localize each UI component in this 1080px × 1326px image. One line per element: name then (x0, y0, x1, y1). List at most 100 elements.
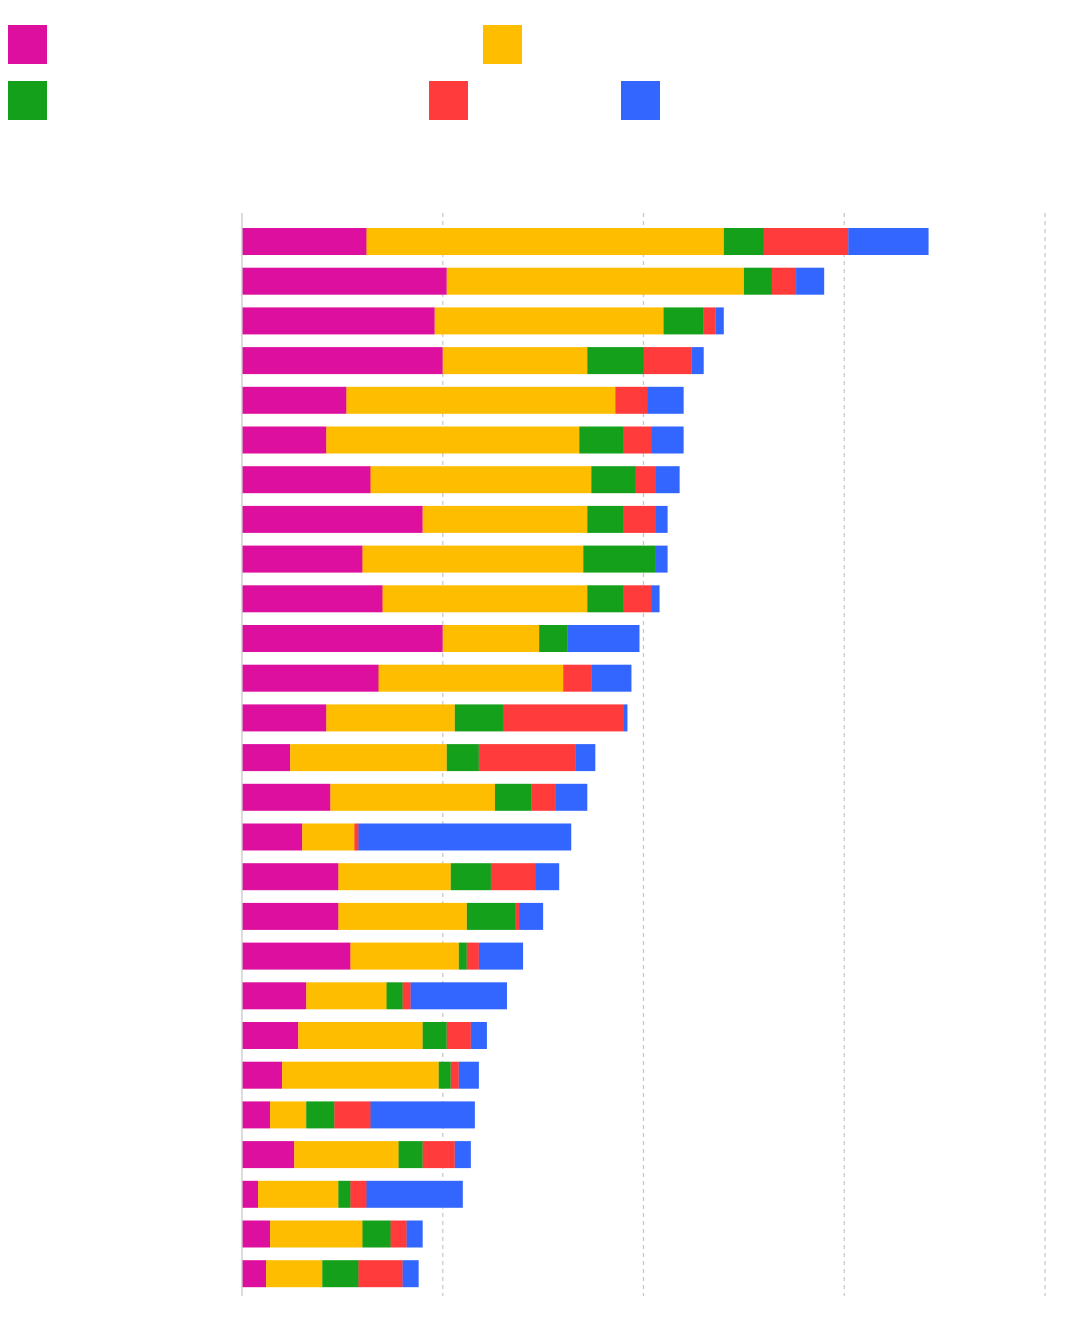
bar-row-24-series-3 (398, 1141, 423, 1169)
bar-row-26-series-3 (362, 1220, 391, 1248)
bar-row-11-series-2 (442, 625, 540, 652)
bar-row-23-series-2 (270, 1101, 307, 1129)
bar-row-6-series-4 (623, 426, 652, 454)
bar-row-19-series-1 (242, 942, 351, 970)
bar-row-19-series-5 (478, 942, 524, 970)
bar-row-10-series-5 (651, 585, 660, 613)
bar-row-16-series-4 (354, 823, 359, 851)
bar-row-20-series-4 (402, 982, 411, 1010)
bar-row-6-series-1 (242, 426, 327, 454)
bar-row-22-series-4 (450, 1061, 459, 1089)
bar-row-10-series-4 (623, 585, 652, 613)
bar-row-18-series-5 (519, 902, 544, 930)
bar-row-11-series-5 (567, 625, 640, 652)
bar-row-7-series-4 (635, 466, 656, 494)
bar-row-14-series-1 (242, 744, 291, 772)
bar-row-3-series-2 (434, 307, 664, 335)
bar-row-15-series-4 (531, 783, 556, 811)
bar-row-15-series-1 (242, 783, 331, 811)
bar-row-18-series-2 (338, 902, 467, 930)
bar-row-23-series-3 (306, 1101, 335, 1129)
bar-row-25-series-5 (366, 1180, 463, 1208)
bar-row-8-series-4 (623, 505, 656, 533)
bar-row-19-series-2 (350, 942, 459, 970)
bar-row-14-series-5 (575, 744, 596, 772)
bar-row-21-series-2 (298, 1022, 423, 1049)
bar-row-13-series-1 (242, 704, 327, 732)
bar-row-9-series-5 (655, 545, 668, 573)
bar-row-21-series-1 (242, 1022, 299, 1049)
bar-row-13-series-2 (326, 704, 455, 732)
bar-row-22-series-2 (282, 1061, 439, 1089)
bar-row-27-series-3 (322, 1260, 359, 1288)
bar-row-11-series-3 (539, 625, 568, 652)
bar-row-3-series-3 (663, 307, 704, 335)
bar-row-12-series-5 (591, 664, 632, 692)
bar-row-21-series-4 (446, 1022, 471, 1049)
bar-row-1-series-3 (723, 228, 764, 255)
bar-row-18-series-3 (466, 902, 516, 930)
bar-row-7-series-5 (655, 466, 680, 494)
bar-row-12-series-1 (242, 664, 379, 692)
bar-row-20-series-3 (386, 982, 403, 1010)
bar-row-11-series-1 (242, 625, 443, 652)
bar-row-16-series-1 (242, 823, 303, 851)
bar-row-10-series-1 (242, 585, 383, 613)
bar-row-14-series-2 (290, 744, 447, 772)
bar-row-25-series-4 (350, 1180, 367, 1208)
bar-row-4-series-1 (242, 347, 443, 375)
bar-row-24-series-2 (294, 1141, 399, 1169)
legend-swatch-5 (621, 81, 660, 120)
bar-row-24-series-1 (242, 1141, 295, 1169)
chart-bars (242, 228, 929, 1288)
bar-row-5-series-4 (615, 386, 648, 414)
bar-row-25-series-2 (258, 1180, 339, 1208)
bar-row-20-series-5 (410, 982, 507, 1010)
bar-row-3-series-4 (703, 307, 716, 335)
bar-row-8-series-1 (242, 505, 423, 533)
bar-row-19-series-4 (466, 942, 479, 970)
bar-row-15-series-2 (330, 783, 495, 811)
bar-row-26-series-1 (242, 1220, 271, 1248)
bar-row-7-series-3 (591, 466, 636, 494)
bar-row-27-series-4 (358, 1260, 403, 1288)
bar-row-27-series-5 (402, 1260, 419, 1288)
bar-row-13-series-3 (454, 704, 503, 732)
bar-row-8-series-5 (655, 505, 668, 533)
bar-row-4-series-4 (643, 347, 692, 375)
bar-row-17-series-2 (338, 863, 451, 891)
bar-row-9-series-2 (362, 545, 584, 573)
bar-row-26-series-5 (406, 1220, 423, 1248)
bar-row-7-series-2 (370, 466, 592, 494)
bar-row-5-series-1 (242, 386, 347, 414)
bar-row-23-series-4 (334, 1101, 371, 1129)
bar-row-6-series-2 (326, 426, 580, 454)
bar-row-2-series-3 (743, 267, 772, 295)
bar-row-15-series-5 (555, 783, 588, 811)
bar-row-12-series-4 (563, 664, 592, 692)
bar-row-2-series-1 (242, 267, 447, 295)
bar-row-8-series-3 (587, 505, 624, 533)
bar-row-25-series-1 (242, 1180, 259, 1208)
bar-row-25-series-3 (338, 1180, 351, 1208)
bar-row-14-series-4 (478, 744, 576, 772)
bar-row-13-series-5 (623, 704, 628, 732)
bar-row-22-series-1 (242, 1061, 283, 1089)
bar-row-26-series-4 (390, 1220, 407, 1248)
bar-row-4-series-2 (442, 347, 588, 375)
bar-row-20-series-1 (242, 982, 307, 1010)
bar-row-2-series-4 (771, 267, 797, 295)
bar-row-9-series-1 (242, 545, 363, 573)
bar-row-7-series-1 (242, 466, 371, 494)
bar-row-15-series-3 (494, 783, 532, 811)
bar-row-23-series-1 (242, 1101, 271, 1129)
bar-row-21-series-5 (470, 1022, 487, 1049)
bar-row-1-series-1 (242, 228, 367, 255)
bar-row-27-series-1 (242, 1260, 267, 1288)
bar-row-2-series-5 (796, 267, 825, 295)
bar-row-10-series-2 (382, 585, 588, 613)
bar-row-18-series-4 (515, 902, 520, 930)
bar-row-16-series-2 (302, 823, 355, 851)
